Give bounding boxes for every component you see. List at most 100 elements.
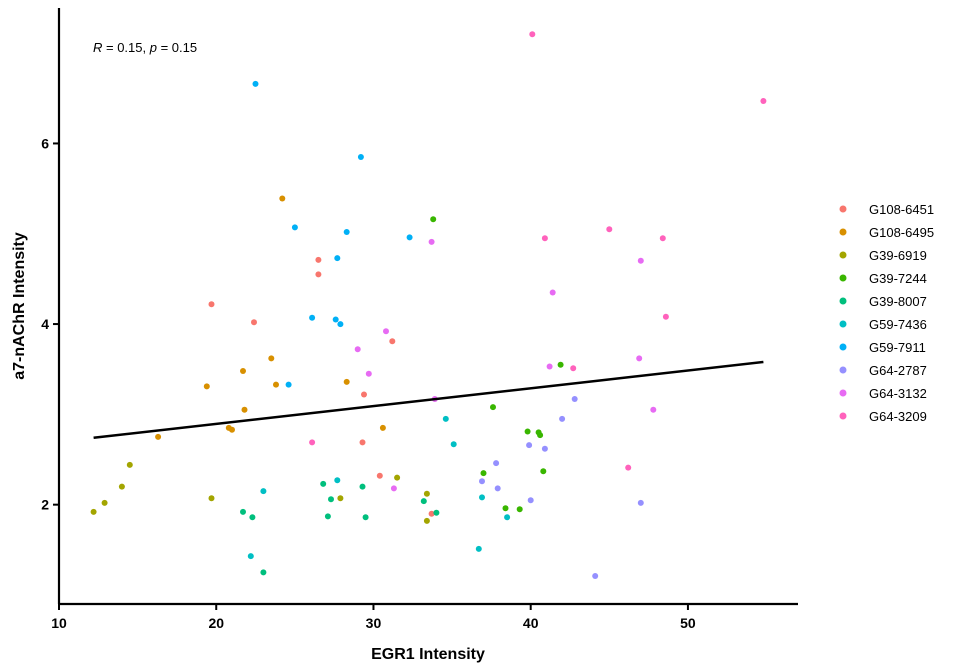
point-g64-3132-1 — [365, 370, 372, 377]
point-g39-8007-0 — [240, 508, 246, 515]
point-g108-6495-6 — [273, 381, 279, 388]
point-g108-6495-0 — [203, 383, 210, 390]
y-tick-label-6: 6 — [41, 135, 49, 151]
point-g64-2787-0 — [479, 478, 485, 485]
legend-key-g108-6451 — [839, 205, 847, 213]
x-tick-label-20: 20 — [208, 615, 224, 631]
legend-label-g108-6451: G108-6451 — [869, 202, 934, 217]
r-value: = 0.15, — [102, 40, 149, 55]
point-g64-2787-1 — [493, 460, 500, 467]
legend-label-g64-3132: G64-3132 — [869, 386, 927, 401]
legend-label-g39-6919: G39-6919 — [869, 248, 927, 263]
point-g108-6495-2 — [229, 426, 235, 433]
point-g64-3209-6 — [659, 235, 666, 242]
point-g59-7911-5 — [334, 255, 341, 262]
legend-label-g39-7244: G39-7244 — [869, 271, 927, 286]
point-g59-7911-4 — [332, 316, 339, 323]
legend-key-g64-3132 — [839, 389, 847, 397]
points-layer — [90, 31, 767, 579]
point-g108-6451-7 — [389, 338, 396, 345]
point-g39-6919-5 — [337, 495, 344, 502]
point-g64-3132-7 — [549, 289, 556, 296]
x-tick-label-40: 40 — [523, 615, 539, 631]
point-g64-2787-7 — [571, 396, 578, 402]
point-g64-3209-8 — [760, 98, 767, 104]
y-axis-title: a7-nAChR Intensity — [11, 232, 28, 380]
p-value: = 0.15 — [157, 40, 197, 55]
point-g59-7911-6 — [337, 321, 344, 328]
point-g39-6919-4 — [208, 495, 215, 502]
point-g39-8007-1 — [249, 514, 256, 521]
correlation-annotation: R = 0.15, p = 0.15 — [93, 40, 197, 55]
point-g59-7436-5 — [475, 545, 482, 552]
point-g59-7436-0 — [247, 553, 254, 560]
point-g64-2787-9 — [637, 499, 644, 506]
point-g64-3132-2 — [383, 328, 389, 335]
legend-label-g108-6495: G108-6495 — [869, 225, 934, 240]
point-g59-7911-9 — [406, 234, 413, 241]
point-g59-7911-1 — [285, 381, 292, 388]
point-g39-6919-8 — [423, 517, 430, 524]
legend-key-g59-7436 — [839, 320, 847, 328]
y-tick-label-2: 2 — [41, 497, 49, 513]
point-g39-7244-9 — [557, 361, 564, 368]
point-g39-6919-6 — [394, 474, 401, 481]
point-g39-7244-1 — [480, 470, 487, 477]
x-tick-label-30: 30 — [366, 615, 382, 631]
legend-key-g108-6495 — [839, 228, 847, 236]
point-g39-7244-0 — [430, 216, 437, 223]
point-g59-7436-2 — [334, 477, 341, 484]
legend-label-g59-7436: G59-7436 — [869, 317, 927, 332]
point-g108-6451-0 — [208, 301, 215, 308]
x-axis-title: EGR1 Intensity — [371, 646, 485, 663]
legend-label-g59-7911: G59-7911 — [869, 340, 926, 355]
legend-key-g39-6919 — [839, 251, 847, 259]
x-tick-label-50: 50 — [680, 615, 696, 631]
point-g59-7436-6 — [479, 494, 485, 501]
point-g64-2787-3 — [526, 442, 533, 449]
legend-label-g64-2787: G64-2787 — [869, 363, 927, 378]
point-g108-6495-7 — [279, 195, 286, 202]
point-g64-3132-8 — [636, 355, 643, 362]
point-g64-2787-5 — [541, 445, 548, 452]
point-g108-6451-5 — [359, 439, 366, 446]
point-g64-3209-5 — [625, 464, 632, 471]
point-g64-3132-0 — [354, 346, 361, 353]
point-g39-7244-7 — [537, 432, 544, 439]
legend: G108-6451 G108-6495 G39-6919 G39-7244 G39-80… — [839, 202, 934, 424]
point-g39-6919-7 — [423, 490, 430, 497]
point-g64-3209-4 — [606, 226, 613, 233]
point-g59-7436-7 — [504, 514, 511, 521]
point-g39-7244-3 — [502, 505, 509, 512]
point-g108-6495-4 — [241, 406, 248, 413]
x-tick-label-10: 10 — [51, 615, 67, 631]
legend-key-g39-7244 — [839, 274, 847, 282]
legend-label-g39-8007: G39-8007 — [869, 294, 927, 309]
trend-line — [93, 360, 764, 440]
point-g64-3132-10 — [650, 406, 657, 413]
point-g108-6451-3 — [315, 271, 322, 278]
point-g39-8007-7 — [362, 514, 369, 521]
x-axis-ticks: 10 20 30 40 50 — [51, 604, 696, 631]
point-g59-7911-7 — [343, 229, 350, 235]
y-tick-label-4: 4 — [41, 316, 49, 332]
point-g59-7436-1 — [260, 488, 267, 495]
point-g39-8007-2 — [260, 569, 267, 576]
point-g108-6495-9 — [379, 424, 386, 431]
point-g39-6919-0 — [90, 508, 97, 515]
point-g108-6495-10 — [155, 433, 162, 440]
point-g59-7911-0 — [252, 80, 259, 87]
y-axis-ticks: 2 4 6 — [41, 135, 59, 513]
point-g39-7244-4 — [516, 506, 523, 513]
legend-key-g64-3209 — [839, 412, 847, 420]
point-g59-7436-3 — [442, 415, 449, 422]
point-g64-3132-6 — [546, 363, 553, 370]
point-g39-8007-8 — [420, 498, 427, 505]
point-g108-6451-8 — [428, 510, 435, 517]
point-g64-2787-2 — [494, 485, 501, 492]
legend-key-g59-7911 — [839, 343, 847, 351]
point-g64-2787-6 — [559, 415, 566, 422]
legend-label-g64-3209: G64-3209 — [869, 409, 927, 424]
point-g39-6919-3 — [126, 461, 133, 468]
